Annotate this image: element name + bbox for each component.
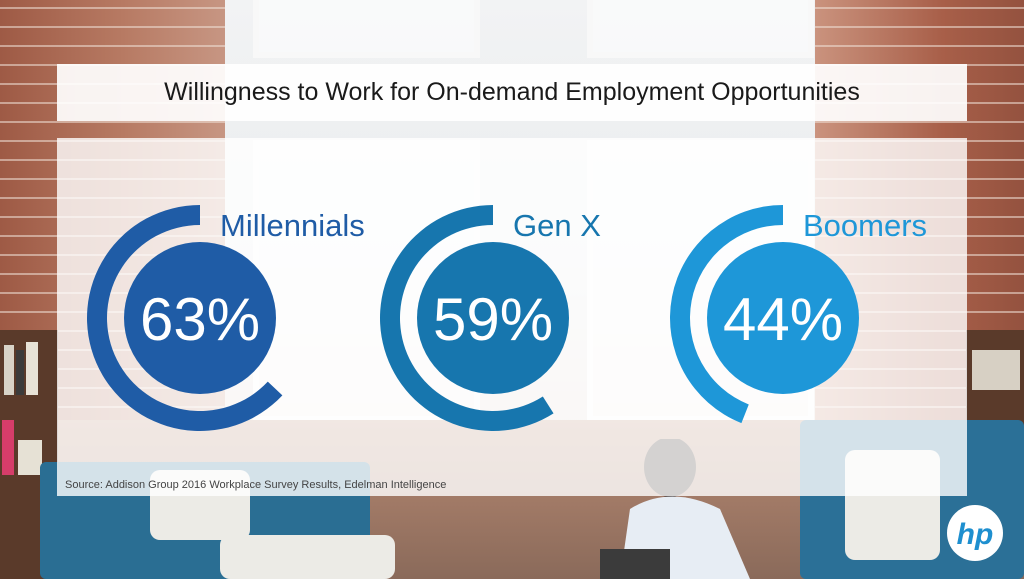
book (18, 440, 42, 475)
gauge-value-label: 59% (433, 286, 553, 353)
book (26, 342, 38, 395)
title-box: Willingness to Work for On-demand Employ… (57, 64, 967, 121)
gauge-core (417, 242, 569, 394)
book (972, 350, 1020, 390)
gauge-value-label: 44% (723, 286, 843, 353)
gauge-category-label: Gen X (513, 208, 601, 243)
gauge-category-label: Boomers (803, 208, 927, 243)
gauge-millennials: 63% Millennials (87, 205, 365, 431)
chart-title: Willingness to Work for On-demand Employ… (164, 78, 860, 106)
gauge-arc (379, 205, 554, 431)
gauge-core (124, 242, 276, 394)
hp-logo-text: hp (957, 518, 994, 551)
gauge-boomers: 44% Boomers (670, 205, 927, 424)
source-note: Source: Addison Group 2016 Workplace Sur… (65, 479, 447, 491)
hp-logo: hp (947, 505, 1003, 561)
gauge-arc (87, 205, 283, 431)
gauge-value-label: 63% (140, 286, 260, 353)
gauge-category-label: Millennials (220, 208, 365, 243)
book (4, 345, 14, 395)
book (16, 350, 24, 395)
gauge-gen-x: 59% Gen X (379, 205, 601, 431)
book (2, 420, 14, 475)
gauge-arc (670, 205, 783, 424)
sofa-cushion (220, 535, 395, 579)
gauge-core (707, 242, 859, 394)
radial-chart: 63% Millennials 59% Gen X 44% Boomers (87, 205, 927, 431)
chart-panel: 63% Millennials 59% Gen X 44% Boomers Source:… (57, 138, 967, 496)
